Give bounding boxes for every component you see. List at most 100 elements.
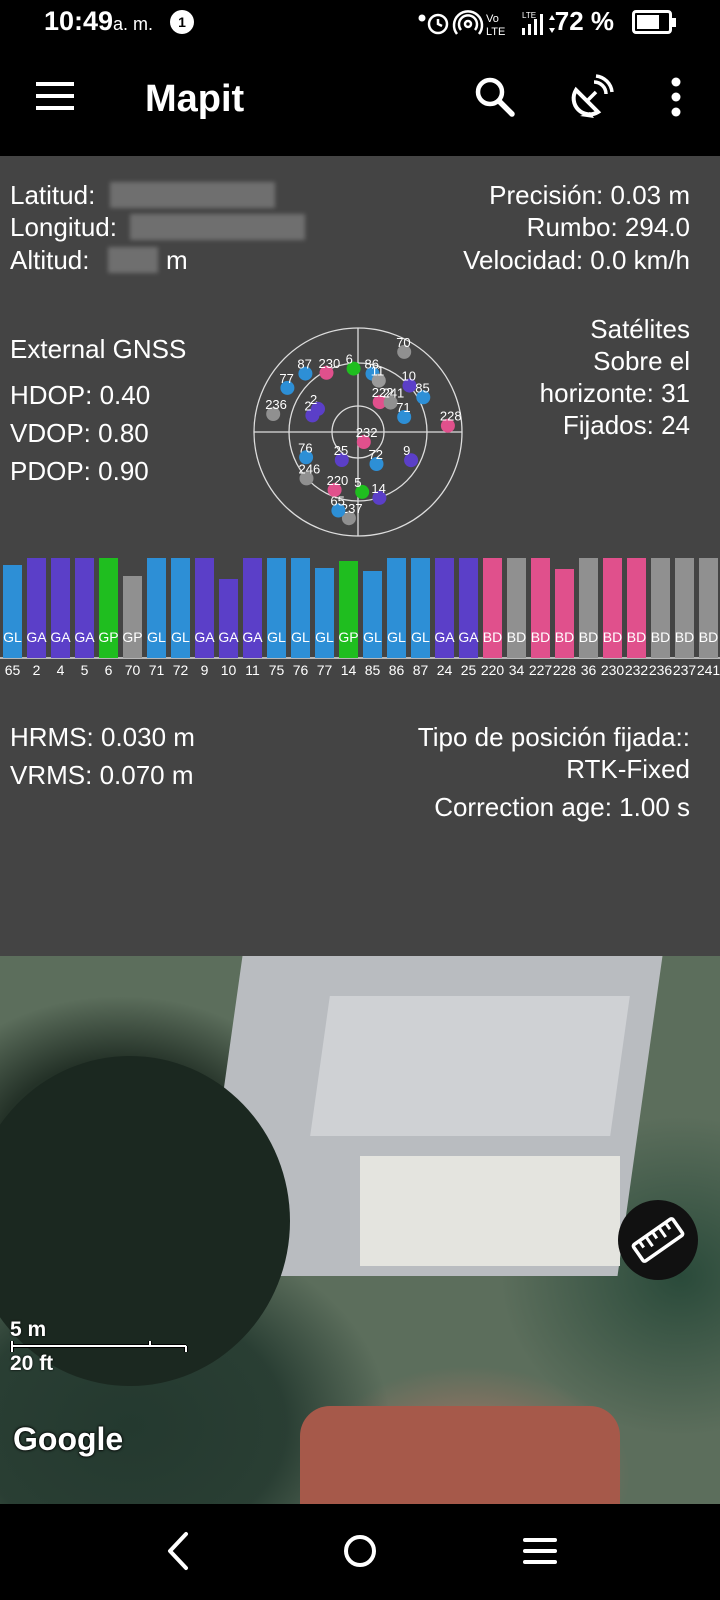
longitude-value-redacted	[130, 214, 305, 240]
skyplot-satellite-label: 14	[371, 481, 385, 496]
skyplot-satellite-label: 71	[396, 400, 410, 415]
signal-bar-system: BD	[651, 629, 670, 645]
heading-text: Rumbo: 294.0	[526, 212, 690, 242]
signal-bar-id: 76	[293, 662, 309, 678]
signal-bar	[243, 558, 262, 658]
back-icon[interactable]	[154, 1526, 204, 1576]
skyplot-satellite-dot	[331, 503, 346, 518]
signal-bar	[675, 558, 694, 658]
signal-bar-system: GL	[291, 629, 310, 645]
home-icon[interactable]	[335, 1526, 385, 1576]
signal-bar-id: 11	[245, 662, 260, 678]
search-icon[interactable]	[470, 72, 520, 122]
skyplot-satellite-label: 65	[330, 494, 344, 509]
fix-type-label: Tipo de posición fijada::	[417, 722, 690, 752]
ruler-icon	[631, 1217, 685, 1263]
skyplot-satellite-dot	[402, 378, 417, 393]
signal-bar-system: GL	[3, 629, 22, 645]
signal-bar-system: GL	[171, 629, 190, 645]
signal-bar-id: 71	[149, 662, 165, 678]
altitude-value-redacted	[108, 247, 158, 273]
signal-bar	[363, 571, 382, 658]
vdop-text: VDOP: 0.80	[10, 418, 149, 448]
skyplot-grid	[253, 327, 463, 537]
skyplot-satellite-dot	[346, 361, 361, 376]
skyplot-satellite-dot	[383, 395, 398, 410]
skyplot-satellite-dot	[299, 471, 314, 486]
status-ampm: a. m.	[113, 14, 154, 34]
signal-bar-id: 77	[317, 662, 333, 678]
signal-bar-system: GA	[50, 629, 71, 645]
skyplot-satellite-label: 10	[402, 369, 416, 384]
vrms-text: VRMS: 0.070 m	[10, 760, 194, 790]
signal-bar	[579, 558, 598, 658]
more-vert-icon[interactable]	[656, 72, 696, 122]
skyplot-satellite-label: 77	[279, 371, 293, 386]
speed-text: Velocidad: 0.0 km/h	[463, 245, 690, 275]
skyplot-satellite-dot	[416, 390, 431, 405]
signal-bar-system: BD	[507, 629, 526, 645]
skyplot-satellite-dot	[299, 450, 314, 465]
battery-icon	[632, 10, 676, 34]
skyplot-satellite-label: 237	[341, 501, 363, 516]
map-view[interactable]: 5 m 20 ft Google	[0, 956, 720, 1504]
skyplot-satellite-dot	[440, 418, 455, 433]
signal-bar-id: 5	[81, 662, 89, 678]
volte-label: Vo	[486, 13, 499, 25]
battery-fill	[637, 15, 659, 29]
latitude-label: Latitud:	[10, 180, 96, 210]
signal-bar	[459, 558, 478, 658]
signal-bar	[435, 558, 454, 658]
skyplot-satellite-label: 85	[415, 380, 429, 395]
svg-text:LTE: LTE	[486, 26, 505, 38]
skyplot-satellite-label: 9	[403, 443, 410, 458]
gnss-source: External GNSS	[10, 334, 187, 364]
signal-bar-id: 24	[437, 662, 453, 678]
signal-bar	[99, 558, 118, 658]
correction-age: Correction age: 1.00 s	[434, 792, 690, 822]
skyplot-satellite-label: 76	[298, 440, 312, 455]
signal-bar-id: 70	[125, 662, 141, 678]
satellite-dish-icon[interactable]	[566, 72, 616, 122]
skyplot-satellite-dot	[356, 435, 371, 449]
recents-icon[interactable]	[515, 1526, 565, 1576]
longitude-label: Longitud:	[10, 212, 117, 242]
measure-button[interactable]	[618, 1200, 698, 1280]
hotspot-icon	[452, 10, 484, 35]
signal-bar	[123, 576, 142, 658]
signal-bar-id: 237	[673, 662, 697, 678]
skyplot-satellite-dot	[280, 380, 295, 395]
signal-bar-id: 86	[389, 662, 405, 678]
skyplot-satellite-label: 236	[265, 397, 287, 412]
skyplot-satellite-label: 241	[383, 386, 405, 401]
signal-bar	[603, 558, 622, 658]
google-attribution: Google	[13, 1421, 124, 1457]
signal-bar-system: GL	[363, 629, 382, 645]
signal-bar	[387, 558, 406, 658]
signal-bar-system: GA	[458, 629, 479, 645]
menu-icon[interactable]	[30, 70, 82, 122]
signal-bar-system: GA	[26, 629, 47, 645]
skyplot-satellite-dot	[372, 395, 387, 410]
signal-bar-system: BD	[675, 629, 694, 645]
signal-bar	[51, 558, 70, 658]
signal-bar-id: 4	[57, 662, 65, 678]
skyplot-satellite-dot	[298, 366, 313, 381]
skyplot-satellite-dot	[319, 365, 334, 380]
signal-bar	[699, 558, 718, 658]
signal-bar-system: GA	[218, 629, 239, 645]
signal-bar	[627, 558, 646, 658]
status-time: 10:49	[44, 6, 114, 36]
signal-bar	[147, 558, 166, 658]
signal-bar	[27, 558, 46, 658]
hrms-text: HRMS: 0.030 m	[10, 722, 195, 752]
signal-bar-id: 34	[509, 662, 525, 678]
altitude-unit: m	[166, 245, 188, 275]
satellites-label-2: Sobre el	[593, 346, 690, 376]
skyplot-satellite-dot	[397, 344, 412, 359]
skyplot-satellite-dot	[404, 453, 419, 468]
skyplot-satellite-label: 2	[310, 392, 317, 407]
signal-bar	[291, 558, 310, 658]
signal-bar-system: GL	[411, 629, 430, 645]
